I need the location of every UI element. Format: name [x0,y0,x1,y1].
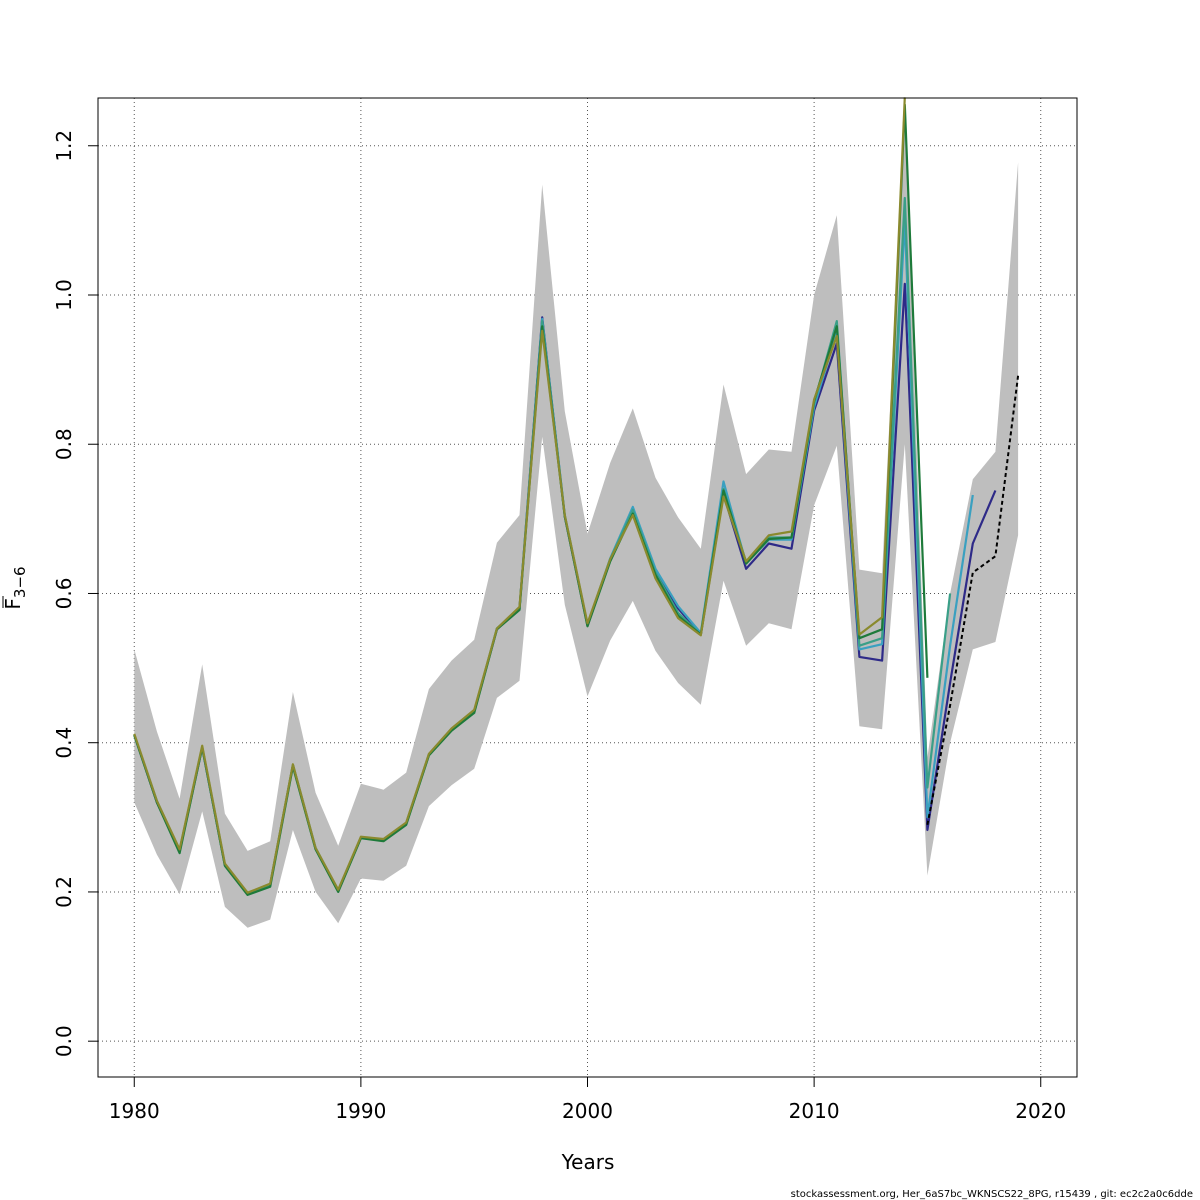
y-tick-label-1: 0.2 [52,876,76,908]
y-axis: 0.0 0.2 0.4 0.6 0.8 1.0 1.2 [52,130,99,1057]
series-line-5 [926,375,1020,825]
y-axis-title-main: F [1,598,25,610]
y-tick-label-5: 1.0 [52,279,76,311]
y-tick-label-3: 0.6 [52,578,76,610]
y-axis-title-sub: 3−6 [11,566,29,598]
x-axis: 1980 1990 2000 2010 2020 [109,1076,1066,1123]
x-tick-label-2: 2000 [562,1099,613,1123]
series-lines [133,97,1020,897]
confidence-band-area [134,101,1019,928]
y-tick-label-6: 1.2 [52,130,76,162]
series-line-4 [133,97,906,894]
y-axis-title: F3−6 [1,566,29,609]
x-tick-label-1: 1990 [335,1099,386,1123]
x-tick-label-0: 1980 [109,1099,160,1123]
x-axis-title: Years [561,1150,615,1174]
y-tick-label-4: 0.8 [52,428,76,460]
y-tick-label-0: 0.0 [52,1025,76,1057]
y-tick-label-2: 0.4 [52,727,76,759]
footer-text: stockassessment.org, Her_6aS7bc_WKNSCS22… [791,1189,1193,1200]
svg-text:F3−6: F3−6 [1,566,29,609]
x-tick-label-3: 2010 [789,1099,840,1123]
confidence-band [134,101,1019,928]
x-tick-label-4: 2020 [1015,1099,1066,1123]
